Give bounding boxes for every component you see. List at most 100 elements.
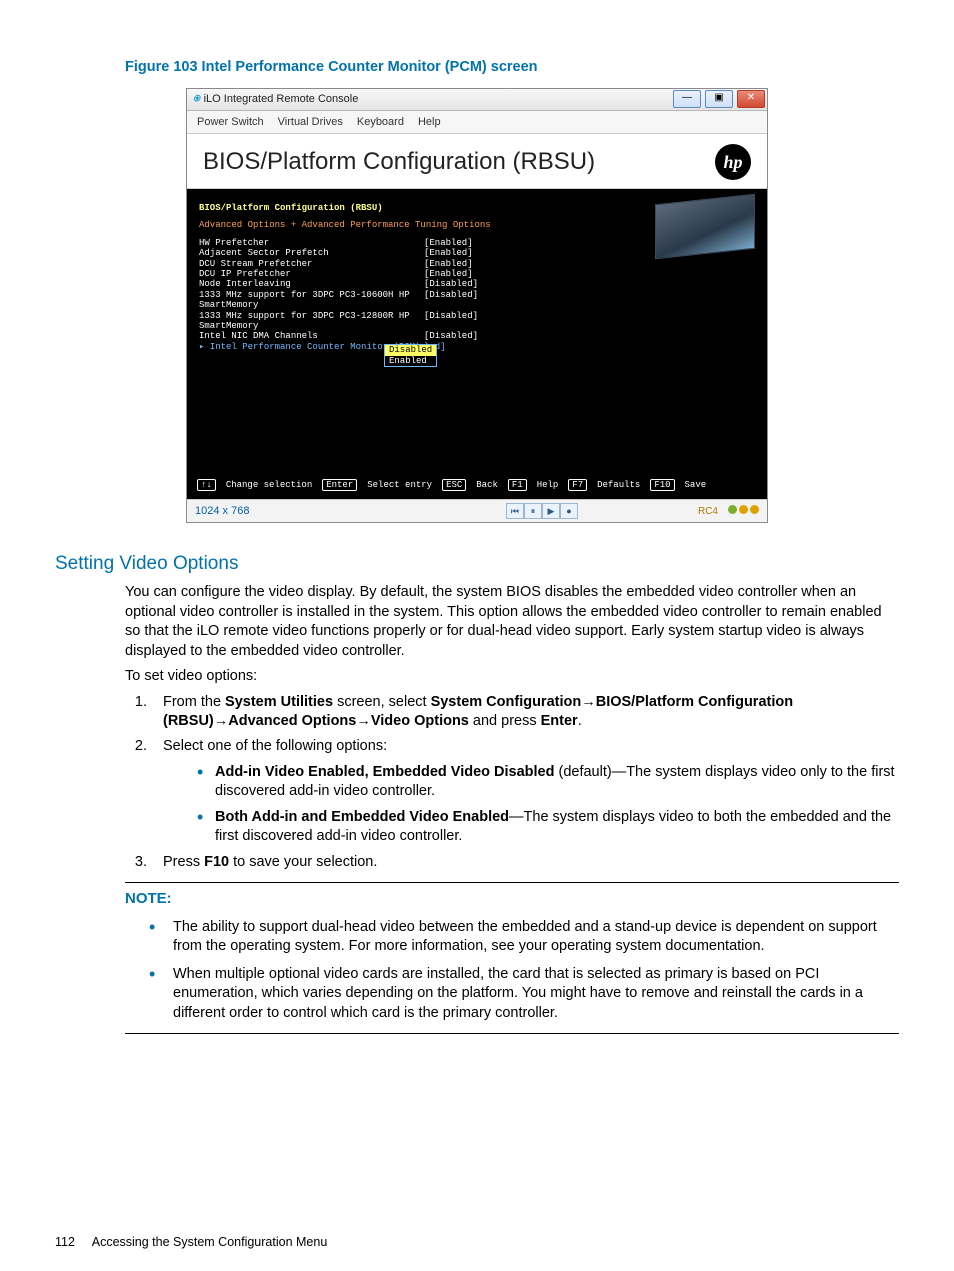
figure-caption: Figure 103 Intel Performance Counter Mon…	[125, 58, 899, 78]
bios-option-row[interactable]: 1333 MHz support for 3DPC PC3-10600H HPS…	[199, 290, 755, 311]
control-first-icon[interactable]: ⏮	[506, 503, 524, 519]
control-pause-icon[interactable]: ⏸	[524, 503, 542, 519]
key-hint-key: Enter	[322, 479, 357, 491]
section-title: Setting Video Options	[55, 551, 899, 577]
bios-option-row[interactable]: Node Interleaving[Disabled]	[199, 279, 755, 289]
text-bold: System Configuration	[431, 694, 582, 710]
option-value: [Disabled]	[424, 331, 478, 341]
text-bold: Advanced Options	[228, 713, 356, 729]
option-label: Node Interleaving	[199, 279, 424, 289]
option-label: Adjacent Sector Prefetch	[199, 248, 424, 258]
body-block: You can configure the video display. By …	[125, 583, 899, 1034]
key-hint-key: ↑↓	[197, 479, 216, 491]
note-list: The ability to support dual-head video b…	[139, 918, 899, 1024]
option-label: 1333 MHz support for 3DPC PC3-10600H HPS…	[199, 290, 424, 311]
maximize-button[interactable]: ▣	[705, 90, 733, 108]
list-item: When multiple optional video cards are i…	[139, 965, 899, 1024]
option-label: DCU IP Prefetcher	[199, 269, 424, 279]
key-hint-label: Defaults	[597, 480, 640, 490]
text: Select one of the following options:	[163, 738, 387, 754]
page-footer: 112 Accessing the System Configuration M…	[55, 1234, 327, 1251]
list-item: The ability to support dual-head video b…	[139, 918, 899, 957]
status-bar: 1024 x 768 ⏮ ⏸ ▶ ● RC4	[187, 499, 767, 522]
text-bold: Enter	[541, 713, 578, 729]
footer-text: Accessing the System Configuration Menu	[92, 1235, 328, 1249]
option-value: [Enabled]	[424, 248, 473, 258]
list-item: Add-in Video Enabled, Embedded Video Dis…	[197, 763, 899, 802]
steps-list: From the System Utilities screen, select…	[151, 693, 899, 873]
bios-option-row[interactable]: ▸ Intel Performance Counter Monitor (PCM…	[199, 342, 755, 352]
hp-logo-icon: hp	[715, 144, 751, 180]
arrow-icon: →	[581, 694, 596, 710]
status-dots	[726, 504, 759, 519]
step-2: Select one of the following options: Add…	[151, 737, 899, 847]
key-hint-key: F7	[568, 479, 587, 491]
close-button[interactable]: ✕	[737, 90, 765, 108]
text-bold: Video Options	[371, 713, 469, 729]
option-value: [Disabled]	[424, 290, 478, 311]
menu-help[interactable]: Help	[418, 115, 441, 130]
option-value: [Enabled]	[424, 238, 473, 248]
text: and press	[469, 713, 541, 729]
bios-option-row[interactable]: 1333 MHz support for 3DPC PC3-12800R HPS…	[199, 311, 755, 332]
text: to save your selection.	[229, 854, 377, 870]
note-label: NOTE:	[125, 889, 899, 909]
key-hint-label: Help	[537, 480, 559, 490]
status-resolution: 1024 x 768	[195, 504, 249, 519]
option-label: Intel NIC DMA Channels	[199, 331, 424, 341]
status-rc: RC4	[698, 505, 718, 519]
step-1: From the System Utilities screen, select…	[151, 693, 899, 732]
control-play-icon[interactable]: ▶	[542, 503, 560, 519]
bios-option-row[interactable]: Intel NIC DMA Channels[Disabled]	[199, 331, 755, 341]
key-hint-label: Change selection	[226, 480, 312, 490]
divider	[125, 1033, 899, 1034]
key-hint-label: Back	[476, 480, 498, 490]
text-bold: F10	[204, 854, 229, 870]
key-hint-key: F10	[650, 479, 674, 491]
text-bold: System Utilities	[225, 694, 333, 710]
lead-line: To set video options:	[125, 667, 899, 687]
option-dropdown[interactable]: Disabled Enabled	[384, 344, 437, 367]
bios-body: BIOS/Platform Configuration (RBSU) Advan…	[187, 189, 767, 499]
hp-small-icon: ⍟	[193, 92, 200, 107]
option-label: DCU Stream Prefetcher	[199, 259, 424, 269]
menu-keyboard[interactable]: Keyboard	[357, 115, 404, 130]
step-3: Press F10 to save your selection.	[151, 853, 899, 873]
status-dot-icon	[728, 505, 737, 514]
dropdown-item[interactable]: Enabled	[385, 356, 436, 366]
key-help-footer: ↑↓ Change selection Enter Select entry ESC Ba…	[187, 473, 767, 499]
page-number: 112	[55, 1235, 75, 1249]
divider	[125, 882, 899, 883]
option-value: [Disabled]	[424, 311, 478, 332]
bios-option-row[interactable]: DCU IP Prefetcher[Enabled]	[199, 269, 755, 279]
server-illustration-icon	[655, 194, 755, 260]
bios-option-row[interactable]: DCU Stream Prefetcher[Enabled]	[199, 259, 755, 269]
dropdown-item[interactable]: Disabled	[385, 345, 436, 355]
arrow-icon: →	[214, 713, 229, 729]
bios-header: BIOS/Platform Configuration (RBSU) hp	[187, 134, 767, 189]
option-label: HW Prefetcher	[199, 238, 424, 248]
bios-title: BIOS/Platform Configuration (RBSU)	[203, 146, 715, 178]
control-record-icon[interactable]: ●	[560, 503, 578, 519]
text: .	[578, 713, 582, 729]
text: From the	[163, 694, 225, 710]
status-dot-icon	[750, 505, 759, 514]
option-value: [Disabled]	[424, 279, 478, 289]
playback-controls: ⏮ ⏸ ▶ ●	[506, 503, 578, 519]
window-title: iLO Integrated Remote Console	[204, 92, 671, 107]
list-item: Both Add-in and Embedded Video Enabled—T…	[197, 808, 899, 847]
menubar: Power Switch Virtual Drives Keyboard Hel…	[187, 111, 767, 135]
menu-virtual-drives[interactable]: Virtual Drives	[278, 115, 343, 130]
menu-power-switch[interactable]: Power Switch	[197, 115, 264, 130]
arrow-icon: →	[356, 713, 371, 729]
key-hint-key: F1	[508, 479, 527, 491]
minimize-button[interactable]: —	[673, 90, 701, 108]
window-titlebar: ⍟ iLO Integrated Remote Console — ▣ ✕	[187, 89, 767, 111]
key-hint-key: ESC	[442, 479, 466, 491]
option-value: [Enabled]	[424, 259, 473, 269]
intro-paragraph: You can configure the video display. By …	[125, 583, 899, 661]
key-hint-label: Select entry	[367, 480, 432, 490]
step2-bullets: Add-in Video Enabled, Embedded Video Dis…	[197, 763, 899, 847]
key-hint-label: Save	[685, 480, 707, 490]
screenshot-window: ⍟ iLO Integrated Remote Console — ▣ ✕ Po…	[186, 88, 768, 524]
